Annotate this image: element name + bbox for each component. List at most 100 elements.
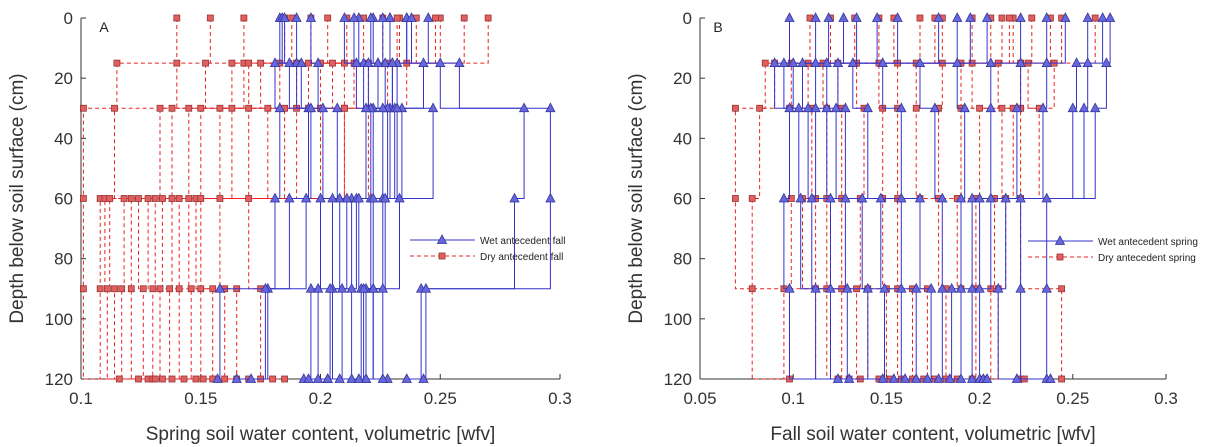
wet-point-marker <box>305 12 317 22</box>
wet-profile-line <box>423 18 525 380</box>
wet-point-marker <box>911 373 922 383</box>
wet-point-marker <box>823 12 834 22</box>
dry-point-marker <box>79 195 87 202</box>
wet-point-marker <box>929 102 941 113</box>
wet-point-marker <box>454 57 465 68</box>
wet-point-marker <box>284 57 295 68</box>
wet-point-marker <box>334 373 345 383</box>
wet-point-marker <box>1015 192 1026 203</box>
dry-point-marker <box>118 285 126 293</box>
dry-profile-line <box>99 18 211 380</box>
wet-point-marker <box>966 373 978 383</box>
dry-point-marker <box>175 195 183 202</box>
wet-point-marker <box>394 192 405 203</box>
wet-point-marker <box>974 192 985 203</box>
wet-series <box>769 12 1116 383</box>
dry-point-marker <box>139 285 147 293</box>
wet-point-marker <box>260 282 271 293</box>
dry-point-marker <box>264 104 272 112</box>
wet-profile-line <box>251 18 309 380</box>
wet-profile-line <box>1020 18 1104 380</box>
wet-point-marker <box>1011 102 1023 113</box>
dry-point-marker <box>168 375 176 383</box>
dry-point-marker <box>209 285 217 293</box>
wet-point-marker <box>896 102 907 113</box>
wet-point-marker <box>966 192 978 203</box>
dry-point-marker <box>245 59 253 67</box>
wet-point-marker <box>810 12 821 22</box>
wet-point-marker <box>312 57 324 68</box>
wet-point-marker <box>966 282 978 293</box>
x-tick-label: 0.25 <box>1056 389 1089 408</box>
wet-point-marker <box>981 373 993 383</box>
wet-profile-line <box>327 18 391 380</box>
y-tick-label: 120 <box>45 370 73 389</box>
wet-point-marker <box>1041 192 1052 203</box>
dry-point-marker <box>156 104 164 112</box>
wet-point-marker <box>377 12 388 22</box>
dry-point-marker <box>1058 285 1066 293</box>
wet-point-marker <box>955 282 967 293</box>
dry-point-marker <box>159 195 166 202</box>
wet-point-marker <box>353 192 364 203</box>
wet-point-marker <box>937 282 948 293</box>
wet-point-marker <box>937 192 948 203</box>
dry-point-marker <box>185 195 193 202</box>
x-tick-label: 0.2 <box>968 389 992 408</box>
legend-label: Dry antecedent fall <box>480 252 563 263</box>
wet-point-marker <box>380 192 391 203</box>
dry-profile-line <box>138 18 348 380</box>
wet-point-marker <box>1015 282 1026 293</box>
wet-point-marker <box>509 192 520 203</box>
dry-point-marker <box>1028 14 1036 22</box>
wet-point-marker <box>959 102 970 113</box>
dry-point-marker <box>245 195 253 202</box>
dry-point-marker <box>103 285 111 293</box>
dry-point-marker <box>269 375 277 383</box>
dry-point-marker <box>748 195 756 202</box>
wet-point-marker <box>214 282 226 293</box>
wet-point-marker <box>305 102 317 113</box>
wet-point-marker <box>545 192 556 203</box>
wet-point-marker <box>784 282 795 293</box>
wet-point-marker <box>372 57 384 68</box>
dry-point-marker <box>1006 14 1013 22</box>
wet-point-marker <box>1090 102 1101 113</box>
dry-point-marker <box>111 285 118 293</box>
wet-point-marker <box>1041 282 1052 293</box>
wet-point-marker <box>322 373 333 383</box>
wet-point-marker <box>269 192 281 203</box>
y-tick-label: 20 <box>54 69 73 88</box>
dry-point-marker <box>111 104 118 112</box>
dry-point-marker <box>79 285 87 293</box>
wet-point-marker <box>851 12 862 22</box>
wet-point-marker <box>312 282 324 293</box>
x-tick-label: 0.2 <box>309 389 333 408</box>
dry-point-marker <box>113 59 121 67</box>
wet-point-marker <box>877 57 888 68</box>
wet-point-marker <box>1015 12 1026 22</box>
x-tick-label: 0.15 <box>184 389 217 408</box>
dry-point-marker <box>197 104 205 112</box>
y-tick-label: 40 <box>673 129 692 148</box>
dry-point-marker <box>168 104 176 112</box>
wet-point-marker <box>391 102 403 113</box>
wet-point-marker <box>1041 57 1052 68</box>
wet-point-marker <box>965 12 976 22</box>
wet-point-marker <box>825 192 836 203</box>
wet-point-marker <box>955 192 967 203</box>
dry-point-marker <box>199 375 207 383</box>
wet-point-marker <box>312 373 324 383</box>
wet-point-marker <box>914 57 926 68</box>
y-tick-label: 80 <box>54 250 73 269</box>
wet-point-marker <box>825 282 836 293</box>
legend-label: Wet antecedent spring <box>1098 237 1198 248</box>
wet-point-marker <box>784 12 795 22</box>
dry-point-marker <box>173 59 181 67</box>
x-tick-label: 0.25 <box>424 389 457 408</box>
dry-point-marker <box>245 104 253 112</box>
wet-point-marker <box>368 192 379 203</box>
dry-point-marker <box>281 375 288 383</box>
wet-point-marker <box>1041 12 1052 22</box>
dry-point-marker <box>120 195 128 202</box>
